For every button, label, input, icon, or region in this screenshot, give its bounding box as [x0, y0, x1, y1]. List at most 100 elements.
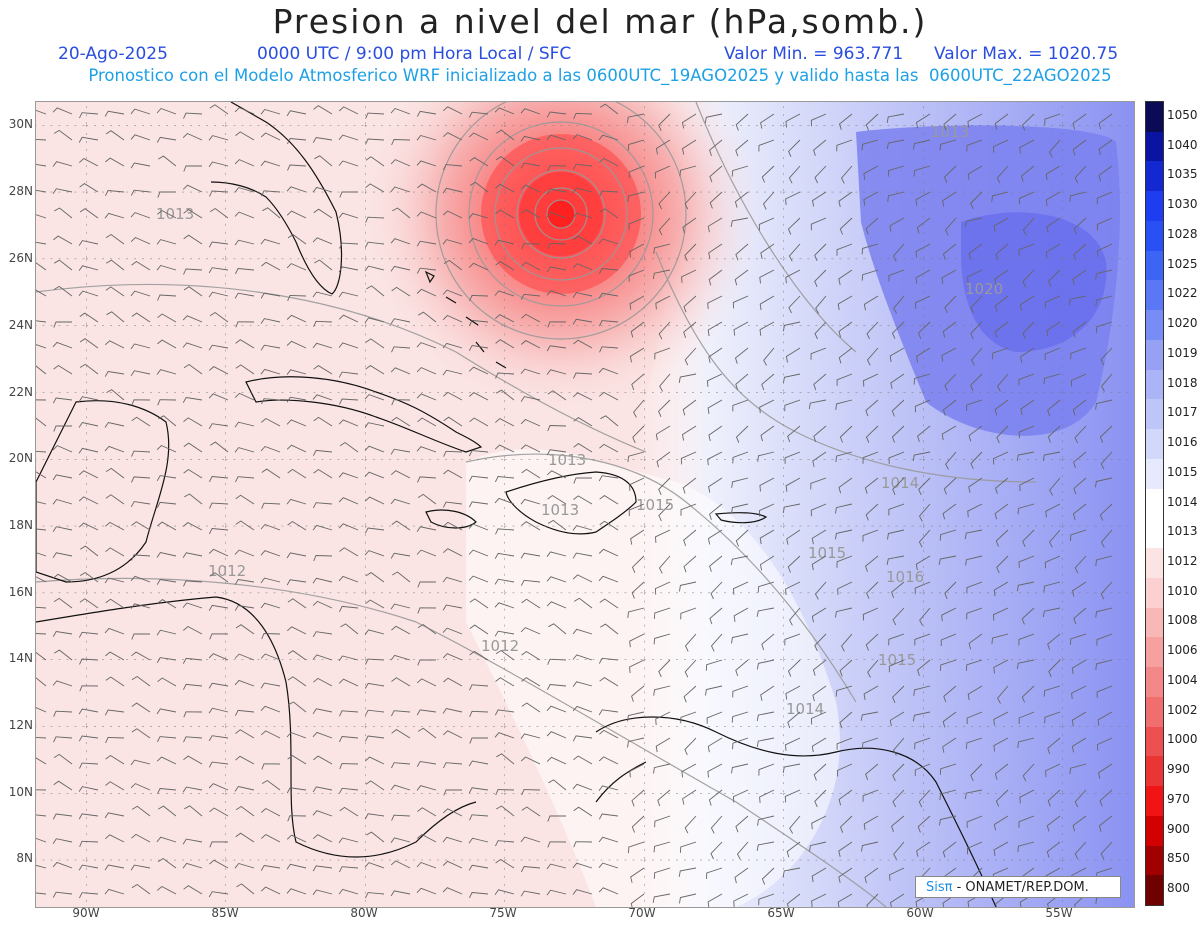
wind-barb — [260, 682, 281, 689]
wind-barb — [572, 889, 593, 895]
lon-label: 75W — [489, 906, 517, 920]
wind-barb — [735, 139, 749, 157]
wind-barb — [314, 155, 333, 167]
wind-barb — [1072, 815, 1087, 832]
wind-barb — [468, 111, 489, 118]
wind-barb — [78, 112, 99, 119]
wind-barb — [364, 445, 385, 453]
wind-barb — [893, 841, 905, 860]
wind-barb — [628, 165, 645, 179]
wind-barb — [36, 138, 47, 141]
wind-barb — [416, 446, 437, 453]
wind-barb — [599, 729, 619, 739]
credit-text: - ONAMET/REP.DOM. — [956, 880, 1089, 895]
wind-barb — [208, 241, 229, 248]
wind-barb — [784, 633, 801, 646]
wind-barb — [520, 552, 541, 559]
wind-barb — [495, 789, 515, 796]
wind-barb — [469, 181, 489, 193]
wind-barb — [810, 477, 827, 490]
wind-barb — [261, 633, 281, 640]
wind-barb — [995, 243, 1009, 261]
map-title: Presion a nivel del mar (hPa,somb.) — [272, 2, 928, 41]
wind-barb — [1098, 113, 1113, 130]
wind-barb — [861, 139, 879, 151]
wind-barb — [631, 815, 645, 833]
wind-barb — [339, 710, 359, 717]
wind-barb — [78, 136, 99, 143]
wind-barb — [390, 552, 411, 559]
wind-barb — [468, 366, 489, 375]
wind-barb — [836, 737, 853, 750]
colorbar-label: 990 — [1167, 762, 1190, 777]
wind-barb — [628, 269, 645, 282]
wind-barb — [494, 602, 515, 609]
wind-barb — [286, 340, 307, 349]
wind-barb — [104, 421, 125, 428]
wind-barb — [546, 266, 567, 273]
wind-barb — [756, 711, 775, 722]
wind-barb — [338, 605, 359, 613]
wind-barb — [234, 421, 255, 428]
wind-barb — [262, 207, 281, 219]
wind-barb — [52, 474, 73, 481]
wind-barb — [442, 730, 463, 739]
wind-barb — [598, 657, 619, 664]
wind-barb — [52, 813, 73, 820]
wind-barb — [417, 659, 437, 666]
wind-barb — [735, 425, 749, 443]
wind-barb — [598, 268, 619, 275]
contour-label: 1013 — [548, 451, 586, 469]
wind-barb — [416, 367, 437, 375]
wind-barb — [79, 685, 99, 692]
wind-barb — [391, 677, 411, 687]
wind-barb — [390, 860, 411, 869]
wind-barb — [391, 470, 411, 479]
wind-barb — [521, 598, 541, 609]
wind-barb — [338, 371, 359, 378]
wind-barb — [364, 527, 385, 534]
wind-barb — [732, 451, 749, 464]
wind-barb — [157, 599, 177, 609]
wind-barb — [631, 581, 645, 599]
wind-barb — [598, 320, 619, 327]
wind-barb — [598, 575, 619, 583]
wind-barb — [759, 399, 775, 414]
wind-barb — [208, 344, 229, 351]
wind-barb — [681, 763, 697, 778]
wind-barb — [131, 260, 151, 271]
wind-barb — [339, 191, 359, 198]
wind-barb — [78, 786, 99, 792]
wind-barb — [104, 888, 125, 895]
wind-barb — [547, 841, 567, 848]
wind-barb — [836, 555, 853, 568]
wind-barb — [1101, 373, 1113, 392]
wind-barb — [1073, 243, 1087, 261]
wind-barb — [863, 685, 879, 700]
wind-barb — [758, 139, 775, 152]
colorbar-label: 1025 — [1167, 256, 1198, 271]
wind-barb — [1018, 633, 1035, 646]
colorbar-segment — [1146, 577, 1163, 609]
wind-barb — [36, 262, 47, 271]
wind-barb — [469, 417, 489, 427]
wind-barb — [573, 417, 593, 427]
wind-barb — [1074, 841, 1087, 860]
wind-barb — [260, 886, 281, 895]
wind-barb — [106, 311, 125, 323]
wind-barb — [183, 286, 203, 297]
wind-barb — [1072, 321, 1087, 338]
wind-barb — [339, 398, 359, 405]
wind-barb — [78, 522, 99, 531]
wind-barb — [996, 165, 1009, 184]
wind-barb — [735, 243, 749, 261]
wind-barb — [993, 711, 1009, 726]
wind-barb — [312, 865, 333, 872]
wind-barb — [390, 318, 411, 324]
wind-barb — [684, 191, 697, 210]
wind-barb — [209, 311, 229, 323]
wind-barb — [183, 165, 203, 172]
wind-barb — [36, 892, 47, 895]
wind-barb — [628, 217, 645, 230]
wind-barb — [443, 450, 463, 457]
